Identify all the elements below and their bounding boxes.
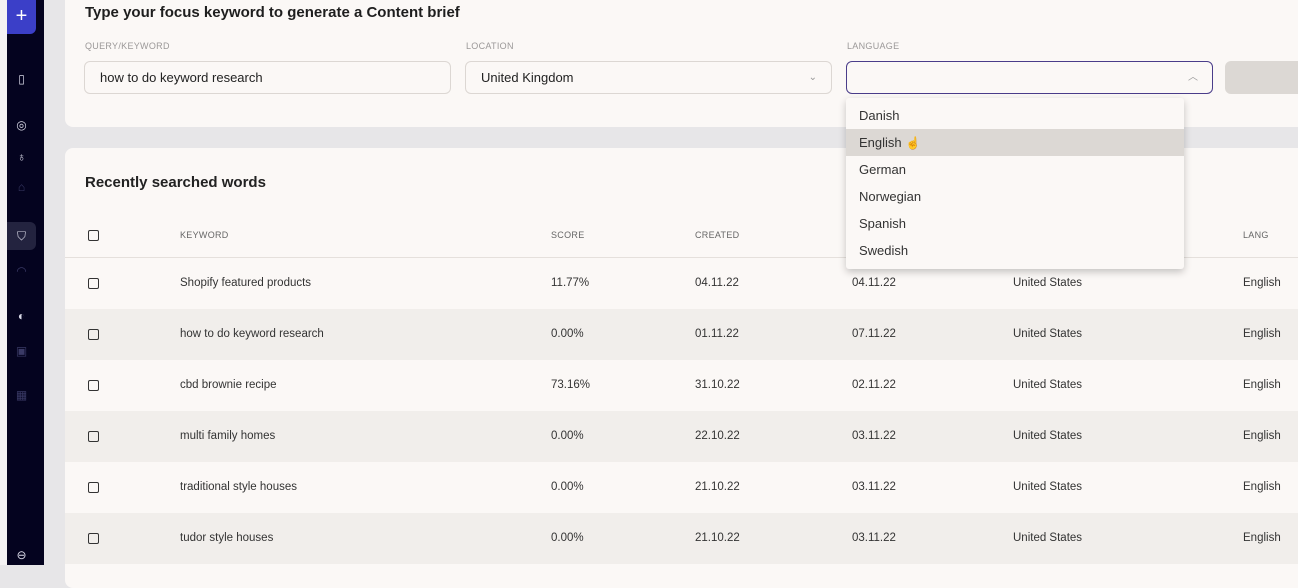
- grid-icon[interactable]: ▦: [15, 388, 28, 402]
- header-created[interactable]: CREATED: [695, 230, 740, 240]
- cell-score: 0.00%: [551, 430, 584, 442]
- cell-location: United States: [1013, 328, 1083, 340]
- toggle-icon[interactable]: ◐: [17, 309, 26, 323]
- header-score[interactable]: SCORE: [551, 230, 585, 240]
- generate-button[interactable]: [1225, 61, 1298, 94]
- table-row[interactable]: cbd brownie recipe 73.16% 31.10.22 02.11.22…: [65, 360, 1298, 411]
- cell-lang: English: [1243, 379, 1281, 391]
- brief-icon[interactable]: ⛉: [16, 229, 26, 243]
- gauge-icon[interactable]: ◠: [16, 264, 27, 278]
- query-value: how to do keyword research: [100, 70, 263, 85]
- select-all-checkbox[interactable]: [88, 230, 99, 241]
- language-dropdown: Danish English ☝ German Norwegian Spanish…: [846, 98, 1184, 269]
- compass-icon[interactable]: ◎: [16, 118, 27, 132]
- table-row[interactable]: tudor style houses 0.00% 21.10.22 03.11.22 U…: [65, 513, 1298, 564]
- cell-keyword: how to do keyword research: [180, 328, 324, 340]
- option-spanish[interactable]: Spanish: [859, 216, 906, 231]
- cell-updated: 04.11.22: [852, 277, 896, 289]
- hand-cursor-icon: ☝: [905, 136, 921, 150]
- cell-updated: 07.11.22: [852, 328, 896, 340]
- chevron-down-icon: ⌄: [808, 72, 817, 83]
- cell-lang: English: [1243, 532, 1281, 544]
- language-label: LANGUAGE: [847, 41, 900, 51]
- location-value: United Kingdom: [481, 70, 574, 85]
- lock-icon[interactable]: ⌂: [17, 180, 26, 194]
- row-checkbox[interactable]: [88, 278, 99, 289]
- cell-keyword: Shopify featured products: [180, 277, 312, 289]
- header-lang[interactable]: LANG: [1243, 230, 1269, 240]
- location-select[interactable]: United Kingdom ⌄: [465, 61, 832, 94]
- cell-lang: English: [1243, 481, 1281, 493]
- cell-keyword: multi family homes: [180, 430, 276, 442]
- logout-icon[interactable]: ⊖: [16, 548, 27, 562]
- cell-keyword: tudor style houses: [180, 532, 274, 544]
- window-edge: [0, 0, 7, 565]
- table-row[interactable]: multi family homes 0.00% 22.10.22 03.11.22 U…: [65, 411, 1298, 462]
- cell-lang: English: [1243, 430, 1281, 442]
- header-divider: [65, 257, 1298, 258]
- option-swedish[interactable]: Swedish: [859, 243, 909, 258]
- cell-location: United States: [1013, 532, 1083, 544]
- lightbulb-icon[interactable]: ♁: [17, 150, 26, 164]
- plus-icon[interactable]: +: [7, 0, 36, 34]
- cell-score: 0.00%: [551, 532, 584, 544]
- cell-score: 0.00%: [551, 328, 584, 340]
- option-english[interactable]: English ☝: [846, 129, 1184, 156]
- form-title: Type your focus keyword to generate a Co…: [85, 4, 460, 21]
- cell-created: 04.11.22: [695, 277, 739, 289]
- option-norwegian[interactable]: Norwegian: [859, 189, 922, 204]
- row-checkbox[interactable]: [88, 329, 99, 340]
- location-label: LOCATION: [466, 41, 514, 51]
- cell-updated: 03.11.22: [852, 481, 896, 493]
- cell-created: 01.11.22: [695, 328, 739, 340]
- table-row[interactable]: Shopify featured products 11.77% 04.11.22 0…: [65, 258, 1298, 309]
- row-checkbox[interactable]: [88, 533, 99, 544]
- cell-location: United States: [1013, 430, 1083, 442]
- row-checkbox[interactable]: [88, 482, 99, 493]
- cell-keyword: cbd brownie recipe: [180, 379, 277, 391]
- chevron-up-icon: ︿: [1188, 72, 1198, 83]
- header-keyword[interactable]: KEYWORD: [180, 230, 229, 240]
- cell-updated: 03.11.22: [852, 430, 896, 442]
- cell-lang: English: [1243, 328, 1281, 340]
- cell-updated: 02.11.22: [852, 379, 896, 391]
- table-row[interactable]: how to do keyword research 0.00% 01.11.22 0…: [65, 309, 1298, 360]
- cell-location: United States: [1013, 277, 1083, 289]
- monitor-icon[interactable]: ▣: [15, 344, 28, 358]
- table-title: Recently searched words: [85, 174, 266, 191]
- cell-lang: English: [1243, 277, 1281, 289]
- option-danish[interactable]: Danish: [859, 108, 900, 123]
- cell-location: United States: [1013, 481, 1083, 493]
- language-select[interactable]: ︿: [846, 61, 1213, 94]
- cell-created: 31.10.22: [695, 379, 740, 391]
- row-checkbox[interactable]: [88, 380, 99, 391]
- sidebar: + ▯ ◎ ♁ ⌂ ⛉ ◠ ◐ ▣ ▦ ⊖: [7, 0, 44, 565]
- cell-score: 11.77%: [551, 277, 590, 289]
- cell-created: 22.10.22: [695, 430, 740, 442]
- cell-created: 21.10.22: [695, 532, 740, 544]
- query-label: QUERY/KEYWORD: [85, 41, 170, 51]
- sidebar-item-brief-active[interactable]: [7, 222, 36, 250]
- row-checkbox[interactable]: [88, 431, 99, 442]
- option-english-label: English: [859, 135, 902, 150]
- document-icon[interactable]: ▯: [18, 72, 25, 86]
- cell-location: United States: [1013, 379, 1083, 391]
- cell-created: 21.10.22: [695, 481, 740, 493]
- cell-updated: 03.11.22: [852, 532, 896, 544]
- cell-score: 0.00%: [551, 481, 584, 493]
- query-input[interactable]: how to do keyword research: [84, 61, 451, 94]
- table-row[interactable]: traditional style houses 0.00% 21.10.22 03.…: [65, 462, 1298, 513]
- cell-keyword: traditional style houses: [180, 481, 297, 493]
- cell-score: 73.16%: [551, 379, 591, 391]
- option-german[interactable]: German: [859, 162, 906, 177]
